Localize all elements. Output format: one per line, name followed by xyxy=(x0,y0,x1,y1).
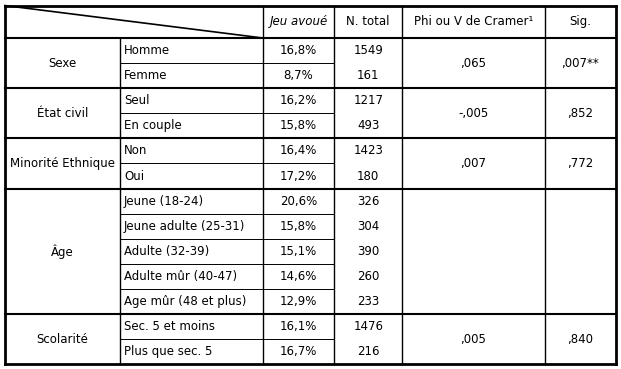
Text: 1476: 1476 xyxy=(353,320,383,333)
Text: Scolarité: Scolarité xyxy=(37,332,89,346)
Text: ,007**: ,007** xyxy=(561,56,599,70)
Text: Sig.: Sig. xyxy=(569,15,591,28)
Text: Adulte mûr (40-47): Adulte mûr (40-47) xyxy=(124,270,237,283)
Text: 260: 260 xyxy=(357,270,379,283)
Text: 15,8%: 15,8% xyxy=(280,220,317,233)
Text: Jeune (18-24): Jeune (18-24) xyxy=(124,194,204,208)
Text: 180: 180 xyxy=(357,169,379,183)
Text: Age mûr (48 et plus): Age mûr (48 et plus) xyxy=(124,295,247,308)
Text: 233: 233 xyxy=(357,295,379,308)
Text: 12,9%: 12,9% xyxy=(280,295,317,308)
Text: ,005: ,005 xyxy=(461,332,486,346)
Text: 216: 216 xyxy=(357,345,379,358)
Text: Sexe: Sexe xyxy=(48,56,77,70)
Text: 16,4%: 16,4% xyxy=(280,144,317,158)
Text: Sec. 5 et moins: Sec. 5 et moins xyxy=(124,320,215,333)
Text: Oui: Oui xyxy=(124,169,144,183)
Text: 14,6%: 14,6% xyxy=(280,270,317,283)
Text: 16,7%: 16,7% xyxy=(280,345,317,358)
Text: 16,8%: 16,8% xyxy=(280,44,317,57)
Text: 1549: 1549 xyxy=(353,44,383,57)
Text: N. total: N. total xyxy=(347,15,390,28)
Text: Jeu avoué: Jeu avoué xyxy=(270,15,328,28)
Text: 304: 304 xyxy=(357,220,379,233)
Text: Homme: Homme xyxy=(124,44,170,57)
Text: 15,8%: 15,8% xyxy=(280,119,317,132)
Text: 15,1%: 15,1% xyxy=(280,245,317,258)
Text: Adulte (32-39): Adulte (32-39) xyxy=(124,245,209,258)
Text: ,772: ,772 xyxy=(567,157,594,170)
Text: ,065: ,065 xyxy=(460,56,486,70)
Text: 326: 326 xyxy=(357,194,379,208)
Text: 16,2%: 16,2% xyxy=(280,94,317,107)
Text: 1217: 1217 xyxy=(353,94,383,107)
Text: Âge: Âge xyxy=(52,244,74,259)
Text: 390: 390 xyxy=(357,245,379,258)
Text: 16,1%: 16,1% xyxy=(280,320,317,333)
Text: 17,2%: 17,2% xyxy=(280,169,317,183)
Text: 8,7%: 8,7% xyxy=(284,69,314,82)
Text: 493: 493 xyxy=(357,119,379,132)
Text: ,840: ,840 xyxy=(568,332,594,346)
Text: -,005: -,005 xyxy=(458,107,489,120)
Text: 1423: 1423 xyxy=(353,144,383,158)
Text: 20,6%: 20,6% xyxy=(280,194,317,208)
Text: ,007: ,007 xyxy=(460,157,486,170)
Text: Femme: Femme xyxy=(124,69,168,82)
Text: En couple: En couple xyxy=(124,119,182,132)
Text: Jeune adulte (25-31): Jeune adulte (25-31) xyxy=(124,220,245,233)
Text: Phi ou V de Cramer¹: Phi ou V de Cramer¹ xyxy=(414,15,533,28)
Text: 161: 161 xyxy=(357,69,379,82)
Text: Seul: Seul xyxy=(124,94,150,107)
Text: Non: Non xyxy=(124,144,148,158)
Text: ,852: ,852 xyxy=(568,107,594,120)
Text: Plus que sec. 5: Plus que sec. 5 xyxy=(124,345,212,358)
Text: État civil: État civil xyxy=(37,107,88,120)
Text: Minorité Ethnique: Minorité Ethnique xyxy=(10,157,115,170)
